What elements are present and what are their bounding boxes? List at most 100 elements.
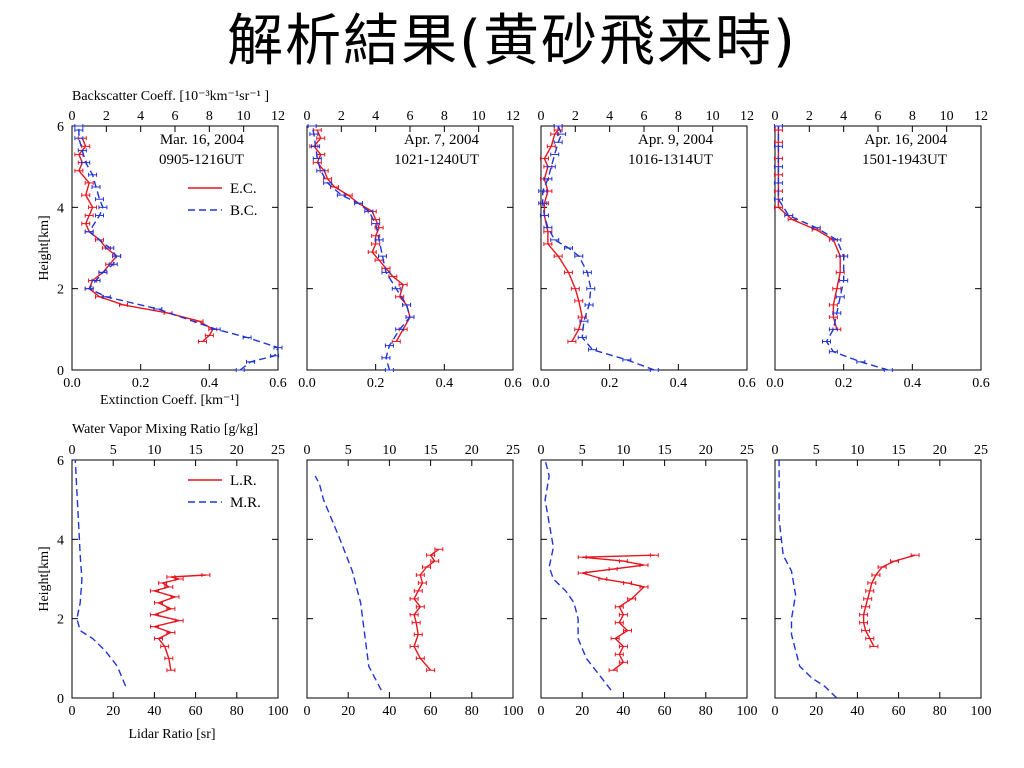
y-tick-label: 0 [57,692,64,707]
x-tick-label-top: 10 [382,443,396,458]
x-tick-label-top: 12 [271,109,285,124]
series-mr-line [778,460,838,699]
x-tick-label-top: 15 [658,443,672,458]
x-tick-label-top: 5 [345,443,352,458]
x-tick-label-bottom: 0.6 [972,376,990,391]
x-tick-label-top: 10 [850,443,864,458]
series-ec-line [543,126,583,342]
x-tick-label-top: 4 [840,109,847,124]
x-tick-label-bottom: 80 [933,704,947,719]
x-tick-label-top: 6 [172,109,179,124]
plot-frame [774,459,982,699]
x-tick-label-bottom: 0.0 [63,376,81,391]
x-tick-label-bottom: 0.0 [532,376,550,391]
x-tick-label-bottom: 0.2 [601,376,619,391]
x-tick-label-bottom: 80 [699,704,713,719]
panel-top-1 [71,124,283,372]
x-tick-label-top: 25 [271,443,285,458]
x-tick-label-bottom: 80 [465,704,479,719]
x-tick-label-top: 10 [940,109,954,124]
x-tick-label-top: 12 [740,109,754,124]
series-bc-line [542,125,655,371]
x-tick-label-bottom: 100 [503,704,524,719]
x-tick-label-top: 2 [338,109,345,124]
x-tick-label-bottom: 60 [189,704,203,719]
x-tick-label-top: 4 [606,109,613,124]
plot-frame [540,459,748,699]
x-tick-label-bottom: 80 [230,704,244,719]
legend-label: L.R. [230,473,257,489]
x-tick-label-top: 12 [974,109,988,124]
x-tick-label-bottom: 40 [616,704,630,719]
panel-bottom-1 [71,459,279,699]
x-tick-label-top: 5 [579,443,586,458]
panel-bottom-4 [774,459,982,699]
x-tick-label-top: 4 [137,109,144,124]
plot-frame [306,459,514,699]
x-tick-label-top: 2 [806,109,813,124]
x-tick-label-bottom: 60 [424,704,438,719]
panel-top-3 [538,124,748,372]
series-bc-line [311,125,411,371]
x-tick-label-bottom: 40 [147,704,161,719]
x-tick-label-top: 15 [189,443,203,458]
x-tick-label-bottom: 100 [737,704,758,719]
panel-date: Apr. 16, 2004 [865,132,948,148]
lidar-ratio-axis-title: Lidar Ratio [sr] [128,727,215,742]
x-tick-label-bottom: 0 [772,704,779,719]
x-tick-label-top: 0 [69,109,76,124]
x-tick-label-top: 10 [237,109,251,124]
panel-time: 0905-1216UT [159,152,244,168]
x-tick-label-top: 20 [465,443,479,458]
panel-bottom-2 [306,459,514,699]
x-tick-label-top: 15 [424,443,438,458]
x-tick-label-top: 8 [441,109,448,124]
x-tick-label-top: 15 [892,443,906,458]
x-tick-label-top: 12 [506,109,520,124]
x-tick-label-top: 5 [110,443,117,458]
x-tick-label-bottom: 0.6 [269,376,287,391]
x-tick-label-top: 0 [69,443,76,458]
legend-label: B.C. [230,203,258,219]
x-tick-label-top: 10 [616,443,630,458]
x-tick-label-top: 0 [538,443,545,458]
x-tick-label-top: 5 [813,443,820,458]
x-tick-label-bottom: 0.6 [504,376,522,391]
panel-time: 1021-1240UT [394,152,479,168]
x-tick-label-top: 8 [206,109,213,124]
extinction-axis-title: Extinction Coeff. [km⁻¹] [100,393,239,408]
series-mr-line [74,459,127,687]
series-lr-line [151,574,206,671]
x-tick-label-top: 10 [706,109,720,124]
water-vapor-axis-title: Water Vapor Mixing Ratio [g/kg] [72,422,258,437]
x-tick-label-top: 20 [699,443,713,458]
x-tick-label-top: 20 [933,443,947,458]
x-tick-label-top: 0 [538,109,545,124]
x-tick-label-bottom: 0.2 [132,376,150,391]
y-tick-label: 0 [57,364,64,379]
x-tick-label-bottom: 0.2 [367,376,385,391]
x-tick-label-top: 6 [875,109,882,124]
x-tick-label-top: 0 [304,443,311,458]
x-tick-label-bottom: 40 [850,704,864,719]
x-tick-label-bottom: 20 [341,704,355,719]
x-tick-label-bottom: 0.0 [298,376,316,391]
x-tick-label-top: 25 [974,443,988,458]
y-tick-label: 2 [57,283,64,298]
x-tick-label-bottom: 0 [304,704,311,719]
y-tick-label: 6 [57,120,64,135]
x-tick-label-bottom: 40 [382,704,396,719]
x-tick-label-top: 8 [909,109,916,124]
x-tick-label-bottom: 0.4 [201,376,219,391]
x-tick-label-bottom: 0 [538,704,545,719]
x-tick-label-top: 2 [572,109,579,124]
x-tick-label-bottom: 0.4 [436,376,454,391]
x-tick-label-bottom: 20 [106,704,120,719]
x-tick-label-top: 10 [472,109,486,124]
panel-time: 1016-1314UT [628,152,713,168]
height-axis-title-top: Height[km] [37,215,52,280]
x-tick-label-top: 10 [147,443,161,458]
x-tick-label-bottom: 20 [809,704,823,719]
x-tick-label-bottom: 0.0 [766,376,784,391]
panel-date: Apr. 7, 2004 [404,132,480,148]
